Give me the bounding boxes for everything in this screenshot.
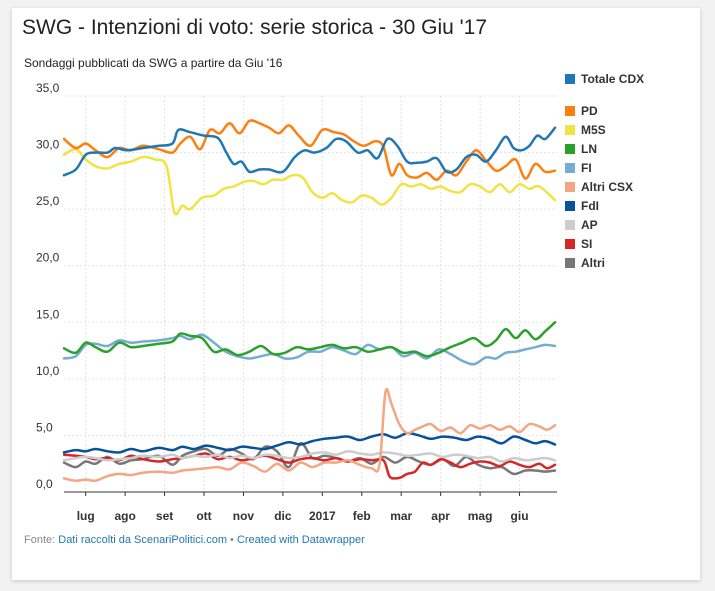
series-layer: [62, 119, 557, 483]
legend-label: M5S: [581, 123, 606, 137]
datawrapper-link[interactable]: Created with Datawrapper: [236, 534, 365, 546]
chart-footer: Fonte: Dati raccolti da ScenariPolitici.…: [24, 534, 365, 546]
series-line-altri-csx: [62, 387, 557, 483]
grid-layer: 0,0 5,0 10,0 15,0 20,0 25,0 30,0 35,0 lug ago set o…: [36, 81, 557, 523]
source-link[interactable]: Dati raccolti da ScenariPolitici.com: [58, 534, 227, 546]
x-tick-label: feb: [353, 509, 371, 523]
x-tick-label: 2017: [309, 509, 336, 523]
series-line-totale-cdx: [62, 126, 557, 177]
x-tick-label: apr: [431, 509, 450, 523]
legend-item: PD: [565, 104, 695, 123]
series-line-fi: [62, 333, 557, 366]
y-tick-label: 5,0: [36, 420, 53, 434]
legend-label: SI: [581, 237, 593, 251]
y-tick-label: 0,0: [36, 477, 53, 491]
legend-swatch: [565, 201, 575, 211]
legend-label: Altri: [581, 256, 605, 270]
legend-swatch: [565, 74, 575, 84]
y-tick-label: 30,0: [36, 138, 60, 152]
x-tick-label: dic: [274, 509, 292, 523]
legend-label: AP: [581, 218, 598, 232]
line-chart: 0,0 5,0 10,0 15,0 20,0 25,0 30,0 35,0 lug ago set o…: [36, 81, 557, 523]
footer-prefix: Fonte:: [24, 534, 59, 546]
legend-swatch: [565, 163, 575, 173]
legend-label: FdI: [581, 199, 599, 213]
y-tick-label: 15,0: [36, 307, 60, 321]
legend-item: Altri: [565, 256, 695, 275]
legend-item: SI: [565, 237, 695, 256]
footer-separator: •: [226, 534, 237, 546]
x-tick-label: mag: [468, 509, 493, 523]
y-tick-label: 10,0: [36, 364, 60, 378]
series-line-fdi: [62, 431, 557, 454]
legend-label: PD: [581, 104, 598, 118]
legend: Totale CDX PD M5S LN FI Altri CSX FdI AP SI Altri: [565, 72, 695, 275]
y-tick-label: 25,0: [36, 194, 60, 208]
legend-item: AP: [565, 218, 695, 237]
legend-swatch: [565, 182, 575, 192]
x-tick-label: ago: [114, 509, 135, 523]
legend-item: LN: [565, 142, 695, 161]
legend-item: M5S: [565, 123, 695, 142]
chart-title: SWG - Intenzioni di voto: serie storica …: [22, 16, 488, 39]
legend-swatch: [565, 258, 575, 268]
series-line-ap: [62, 450, 557, 463]
x-tick-label: set: [156, 509, 173, 523]
chart-subtitle: Sondaggi pubblicati da SWG a partire da …: [24, 56, 283, 70]
y-tick-label: 35,0: [36, 81, 60, 95]
x-tick-label: lug: [77, 509, 95, 523]
legend-label: Altri CSX: [581, 180, 634, 194]
chart-card: SWG - Intenzioni di voto: serie storica …: [12, 8, 700, 580]
legend-label: LN: [581, 142, 597, 156]
x-tick-label: ott: [196, 509, 211, 523]
series-line-m5s: [62, 147, 557, 216]
legend-swatch: [565, 144, 575, 154]
series-line-si: [62, 452, 557, 480]
legend-item: Totale CDX: [565, 72, 695, 104]
legend-label: Totale CDX: [581, 72, 645, 86]
y-tick-label: 20,0: [36, 251, 60, 265]
legend-swatch: [565, 239, 575, 249]
x-tick-label: giu: [511, 509, 529, 523]
x-tick-label: mar: [390, 509, 412, 523]
legend-label: FI: [581, 161, 592, 175]
series-line-pd: [62, 119, 557, 181]
series-line-ln: [62, 321, 557, 358]
legend-item: FI: [565, 161, 695, 180]
legend-swatch: [565, 106, 575, 116]
x-tick-label: nov: [233, 509, 255, 523]
legend-swatch: [565, 220, 575, 230]
legend-item: Altri CSX: [565, 180, 695, 199]
legend-item: FdI: [565, 199, 695, 218]
legend-swatch: [565, 125, 575, 135]
